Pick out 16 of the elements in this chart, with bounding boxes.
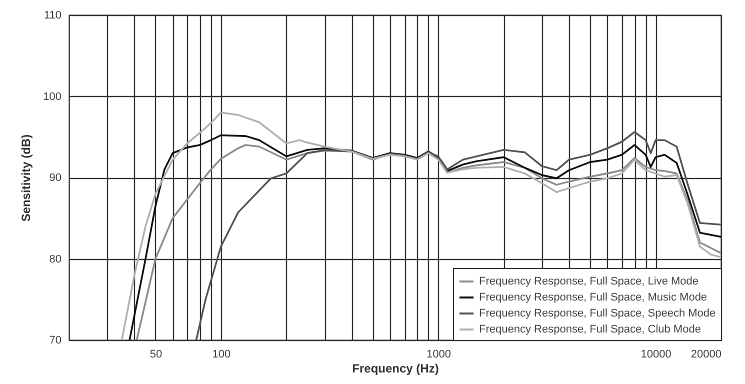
y-tick-label: 110	[44, 10, 62, 22]
x-tick-label: 20000	[690, 348, 722, 360]
y-tick-label: 70	[49, 334, 62, 346]
legend-label: Frequency Response, Full Space, Club Mode	[479, 324, 701, 336]
y-tick-label: 80	[49, 253, 62, 266]
y-tick-label: 100	[43, 90, 62, 103]
x-tick-label: 100	[212, 348, 231, 360]
y-tick-label: 90	[49, 172, 62, 184]
legend-label: Frequency Response, Full Space, Live Mode	[479, 276, 699, 288]
y-axis-title: Sensitivity (dB)	[19, 134, 34, 222]
legend-label: Frequency Response, Full Space, Speech Mode	[479, 308, 716, 320]
legend-label: Frequency Response, Full Space, Music Mode	[479, 292, 708, 304]
x-tick-label: 10000	[640, 348, 672, 360]
x-axis-title: Frequency (Hz)	[352, 362, 439, 376]
x-tick-label: 50	[150, 348, 162, 360]
x-tick-label: 1000	[426, 348, 451, 360]
